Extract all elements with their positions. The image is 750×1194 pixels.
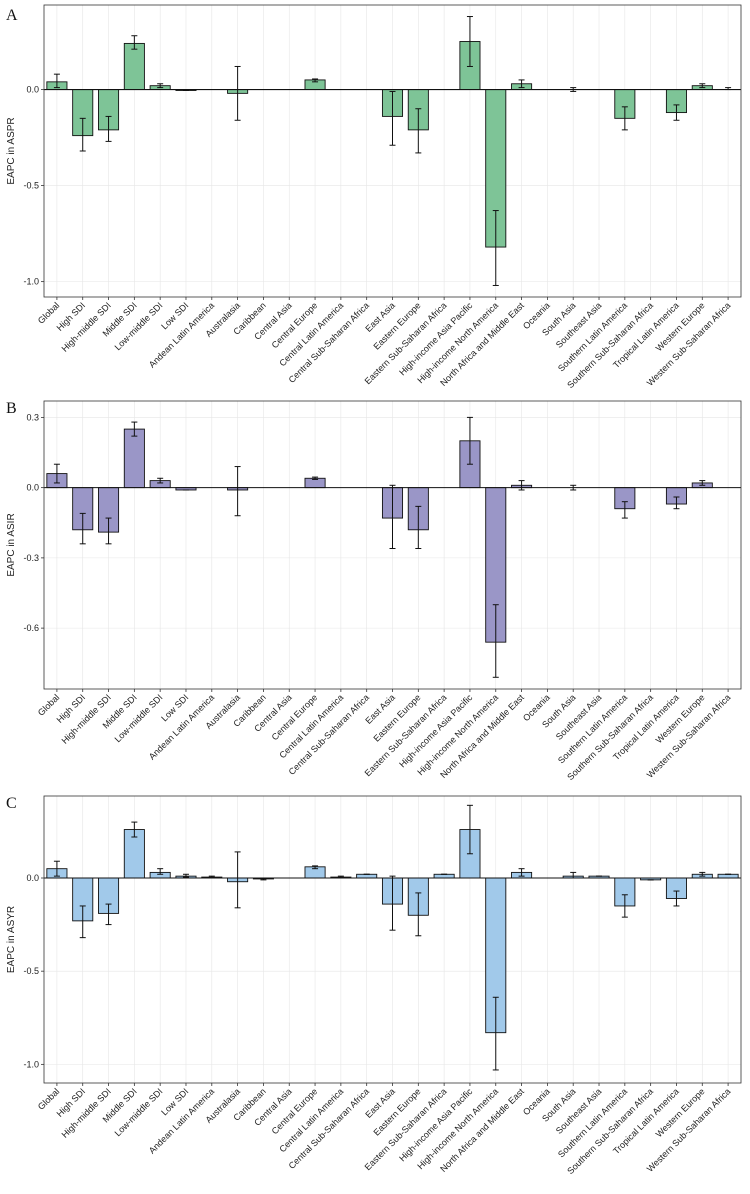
y-tick-label: 0.0 [26,873,39,883]
x-tick-label: Low-middle SDI [113,1086,165,1138]
x-tick-label: Low-middle SDI [113,300,165,352]
x-tick-label: Southeast Asia [554,1086,604,1136]
x-tick-label: Low-middle SDI [113,692,165,744]
bar [123,428,145,489]
y-tick-label: -0.6 [23,623,39,633]
y-tick-label: 0.0 [26,483,39,493]
y-axis-title: EAPC in ASIR [6,513,17,576]
y-axis-title: EAPC in ASYR [6,906,17,973]
y-tick-label: -1.0 [23,277,39,287]
y-axis-title: EAPC in ASPR [6,117,17,184]
y-tick-label: -0.5 [23,966,39,976]
y-tick-label: -1.0 [23,1059,39,1069]
y-tick-label: 0.3 [26,412,39,422]
y-tick-label: 0.0 [26,85,39,95]
panel-label: A [6,7,18,24]
bar [356,873,378,879]
bar [433,873,455,879]
y-tick-label: -0.5 [23,181,39,191]
x-tick-label: Southeast Asia [554,692,604,742]
bar [717,873,739,879]
panel-label: C [6,795,17,812]
bar [123,42,145,90]
y-tick-label: -0.3 [23,553,39,563]
x-tick-label: Southeast Asia [554,300,604,350]
panel-label: B [6,400,17,417]
